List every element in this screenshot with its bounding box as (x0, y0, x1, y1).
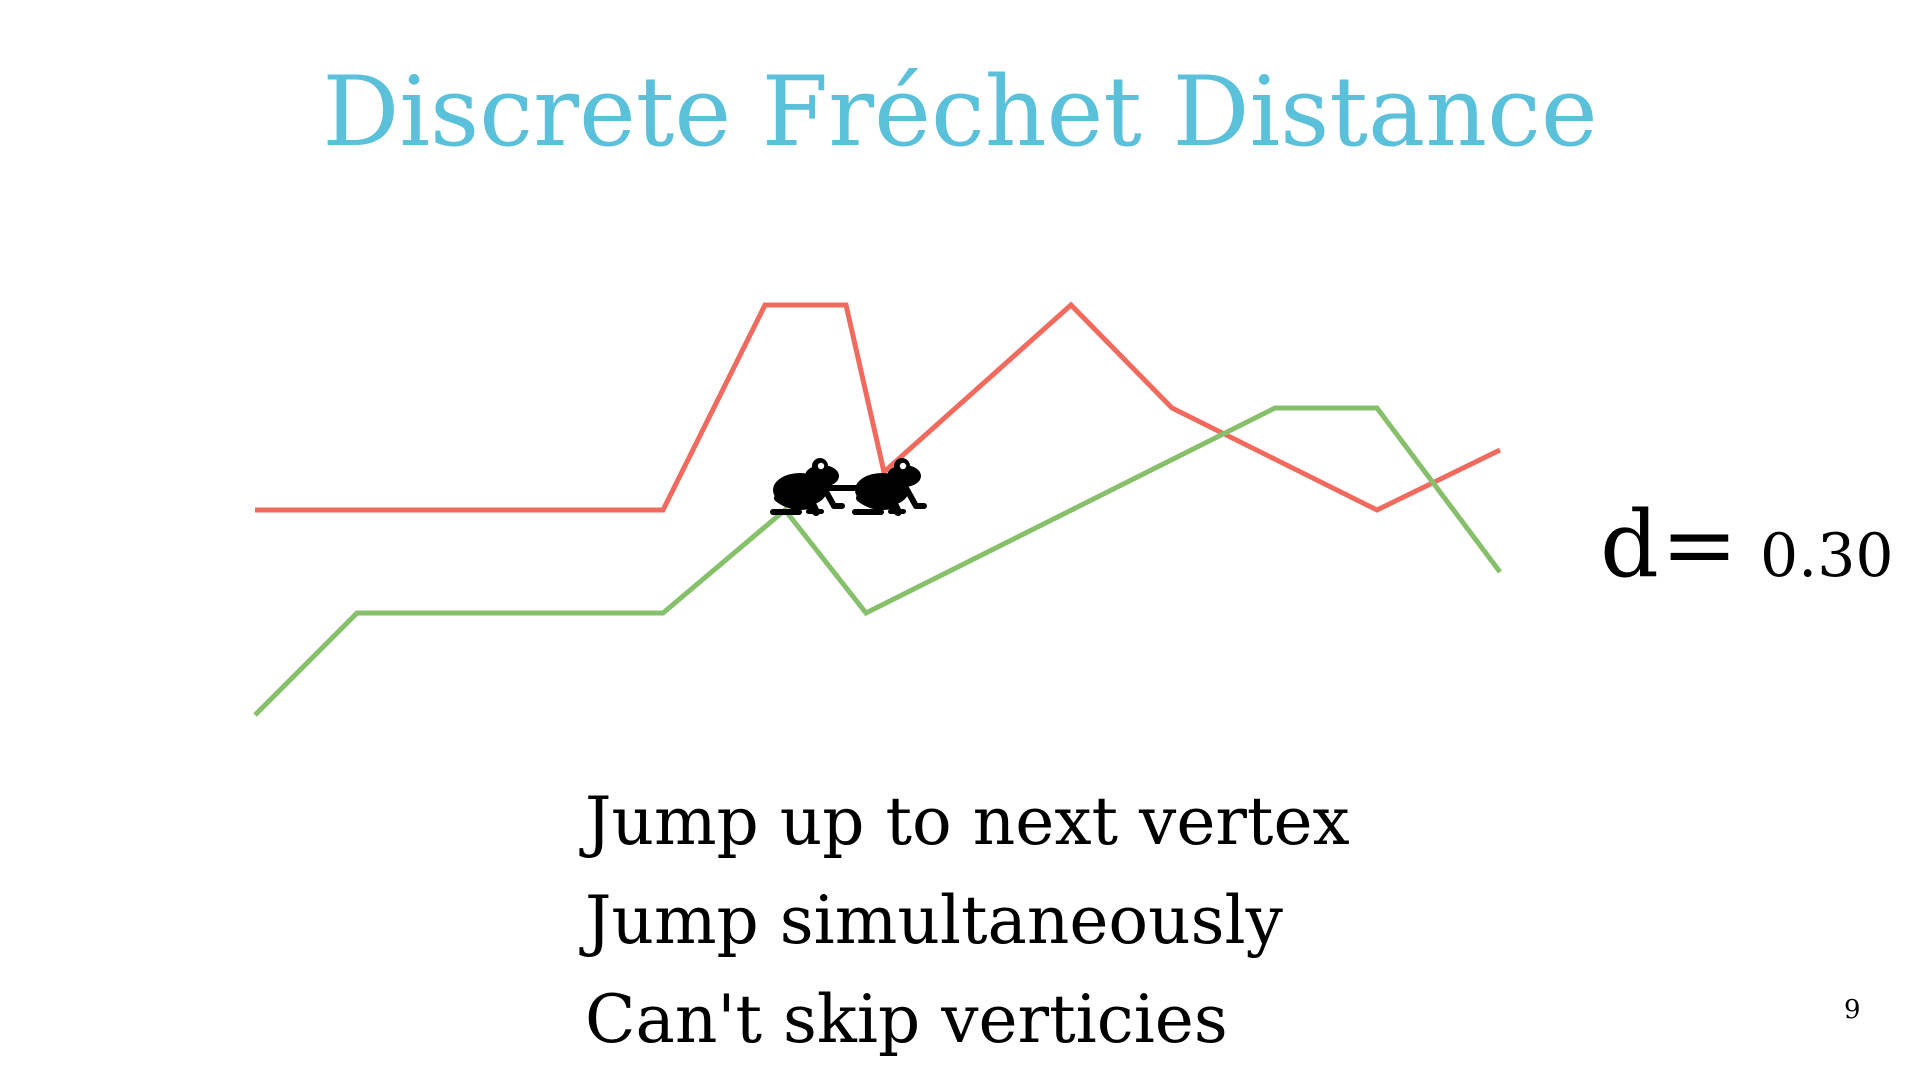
slide-title: Discrete Fréchet Distance (322, 56, 1598, 168)
rule-item: Jump simultaneously (585, 882, 1283, 959)
green-curve (253, 405, 1502, 717)
rules-list: Jump up to next vertex Jump simultaneous… (585, 772, 1350, 1069)
rule-item: Can't skip verticies (585, 981, 1228, 1058)
distance-label: d (1600, 491, 1659, 598)
distance-readout: d = 0.30 (1600, 495, 1894, 606)
rule-item: Jump up to next vertex (585, 783, 1350, 860)
page-number: 9 (1844, 995, 1861, 1025)
distance-value: 0.30 (1760, 521, 1894, 591)
equals-sign: = (1660, 491, 1738, 598)
red-curve (255, 301, 1502, 513)
